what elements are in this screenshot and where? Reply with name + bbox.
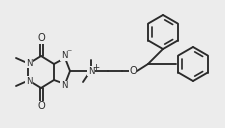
Text: O: O: [37, 33, 45, 43]
Text: +: +: [92, 62, 100, 72]
Text: N: N: [26, 58, 32, 67]
Text: N: N: [61, 82, 67, 90]
Text: N: N: [26, 77, 32, 86]
Text: N: N: [88, 67, 94, 76]
Text: N: N: [61, 51, 67, 61]
Text: ⁻: ⁻: [66, 48, 72, 58]
Text: O: O: [129, 66, 137, 76]
Text: O: O: [37, 101, 45, 111]
